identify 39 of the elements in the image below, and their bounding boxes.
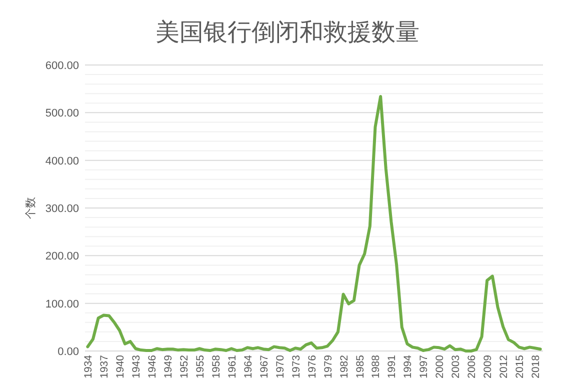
y-tick-label: 200.00 xyxy=(45,250,79,263)
x-tick-label: 1973 xyxy=(290,354,302,378)
x-tick-label: 1937 xyxy=(98,354,111,378)
x-tick-label: 1964 xyxy=(242,354,254,378)
x-tick-label: 1988 xyxy=(370,354,382,378)
x-tick-label: 1934 xyxy=(82,354,95,378)
x-tick-label: 1943 xyxy=(130,354,143,378)
y-tick-label: 0.00 xyxy=(58,346,79,358)
y-axis-title: 个数 xyxy=(25,197,37,219)
x-tick-label: 1976 xyxy=(306,354,318,378)
x-tick-label: 2015 xyxy=(514,354,526,378)
x-tick-label: 1997 xyxy=(418,354,430,378)
x-tick-label: 1979 xyxy=(322,354,334,378)
x-tick-label: 1982 xyxy=(338,354,350,378)
x-tick-label: 1994 xyxy=(402,354,414,378)
x-tick-label: 1985 xyxy=(354,354,366,378)
x-tick-label: 1991 xyxy=(386,354,398,378)
line-series xyxy=(86,94,542,352)
y-tick-label: 300.00 xyxy=(45,203,79,215)
x-tick-label: 2009 xyxy=(482,354,494,378)
x-tick-label: 1949 xyxy=(162,354,175,378)
x-tick-label: 2003 xyxy=(450,354,462,378)
x-tick-label: 2012 xyxy=(498,354,510,378)
x-tick-label: 1958 xyxy=(210,354,222,378)
y-tick-label: 500.00 xyxy=(45,108,79,120)
x-tick-label: 1952 xyxy=(178,354,191,378)
x-tick-label: 2006 xyxy=(466,354,478,378)
y-tick-label: 600.00 xyxy=(45,60,79,72)
x-tick-label: 1946 xyxy=(146,354,159,378)
x-tick-label: 1970 xyxy=(274,354,286,378)
x-tick-label: 2000 xyxy=(434,354,446,378)
y-tick-label: 100.00 xyxy=(45,298,79,310)
chart-title: 美国银行倒闭和救援数量 xyxy=(156,19,420,46)
x-tick-label: 1967 xyxy=(258,354,270,378)
x-tick-label: 1955 xyxy=(194,354,206,378)
x-tick-label: 2018 xyxy=(530,354,542,378)
x-tick-label: 1961 xyxy=(226,354,238,378)
y-tick-label: 400.00 xyxy=(45,155,79,168)
x-tick-label: 1940 xyxy=(114,354,127,378)
